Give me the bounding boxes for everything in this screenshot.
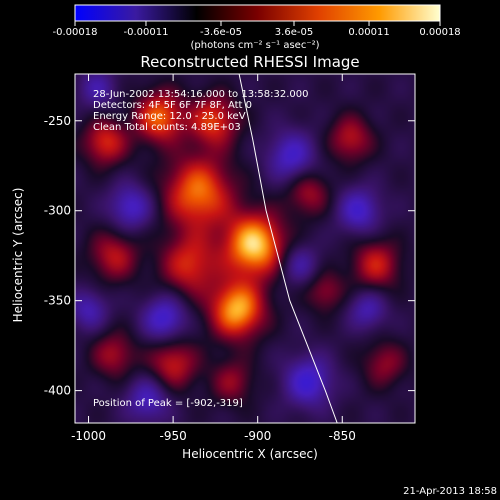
solar-limb-line	[238, 74, 338, 423]
x-axis-label: Heliocentric X (arcsec)	[182, 447, 318, 461]
annotation-clean: Clean Total counts: 4.89E+03	[93, 122, 241, 133]
colorbar-gradient	[75, 5, 440, 21]
y-tick-label: -400	[44, 384, 71, 398]
annotation-time: 28-Jun-2002 13:54:16.000 to 13:58:32.000	[93, 89, 309, 100]
y-axis-label: Heliocentric Y (arcsec)	[11, 188, 25, 323]
colorbar-ticks: -0.00018 -0.00011 -3.6e-05 3.6e-05 0.00011 0.…	[53, 21, 461, 38]
colorbar: -0.00018 -0.00011 -3.6e-05 3.6e-05 0.00011 0.…	[53, 4, 461, 51]
heatmap-image	[75, 74, 415, 423]
y-tick-label: -350	[44, 294, 71, 308]
chart-title: Reconstructed RHESSI Image	[140, 53, 359, 71]
annotation-detectors: Detectors: 4F 5F 6F 7F 8F, Att 0	[93, 100, 252, 111]
colorbar-tick-label: 3.6e-05	[275, 27, 313, 38]
plot-frame	[74, 73, 416, 424]
y-tick-label: -300	[44, 204, 71, 218]
colorbar-tick-label: -0.00011	[123, 27, 168, 38]
y-tick-label: -250	[44, 114, 71, 128]
colorbar-tick-label: -0.00018	[53, 27, 98, 38]
x-tick-label: -900	[244, 429, 271, 443]
axis-ticks: -1000 -950 -900 -850 -250 -300 -350 -400	[44, 74, 415, 443]
colorbar-units: (photons cm⁻² s⁻¹ asec⁻²)	[190, 40, 319, 51]
footer-timestamp: 21-Apr-2013 18:58	[403, 486, 497, 497]
annotation-peak: Position of Peak = [-902,-319]	[93, 398, 243, 409]
x-tick-label: -950	[159, 429, 186, 443]
colorbar-frame	[74, 4, 441, 22]
colorbar-tick-label: -3.6e-05	[200, 27, 242, 38]
x-tick-label: -850	[329, 429, 356, 443]
annotation-energy: Energy Range: 12.0 - 25.0 keV	[93, 111, 246, 122]
colorbar-tick-label: 0.00018	[419, 27, 460, 38]
plot-area: -1000 -950 -900 -850 -250 -300 -350 -400 28-Jun…	[44, 73, 416, 443]
x-tick-label: -1000	[71, 429, 106, 443]
colorbar-tick-label: 0.00011	[348, 27, 389, 38]
